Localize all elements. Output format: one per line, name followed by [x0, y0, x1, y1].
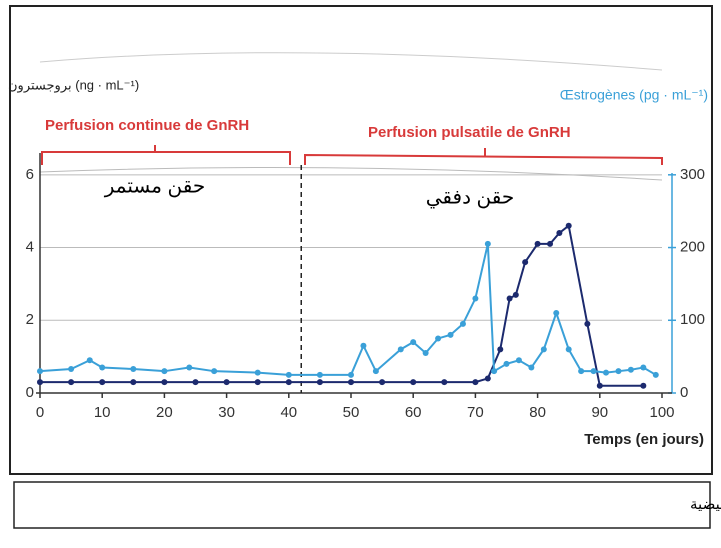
- data-point: [503, 360, 510, 367]
- data-point: [348, 379, 354, 386]
- x-tick-label: 40: [280, 404, 297, 421]
- x-tick-label: 30: [218, 404, 235, 421]
- data-point: [553, 310, 560, 316]
- data-point: [603, 369, 610, 376]
- y2-tick-label: 300: [680, 166, 705, 183]
- data-point: [285, 371, 292, 378]
- data-point: [192, 379, 199, 386]
- y-tick-label: 6: [26, 166, 34, 183]
- data-point: [211, 368, 218, 375]
- y2-tick-label: 200: [680, 239, 705, 256]
- data-point: [627, 366, 634, 373]
- data-point: [130, 379, 137, 386]
- data-point: [484, 240, 491, 247]
- y-tick-label: 4: [26, 239, 34, 256]
- data-point: [459, 320, 466, 327]
- data-point: [99, 379, 106, 386]
- data-point: [348, 371, 354, 378]
- phase-label-ar: حقن دفقي: [426, 186, 515, 208]
- data-point: [590, 368, 597, 375]
- data-point: [596, 382, 603, 389]
- data-point: [254, 379, 261, 386]
- data-point: [640, 364, 647, 371]
- data-point: [186, 364, 193, 371]
- data-point: [435, 335, 442, 342]
- x-tick-label: 0: [36, 404, 44, 421]
- bracket: [304, 148, 663, 165]
- caption-box: [13, 481, 711, 529]
- data-point: [491, 368, 498, 375]
- data-point: [497, 346, 504, 353]
- data-point: [534, 240, 541, 247]
- x-tick-label: 70: [467, 404, 484, 421]
- data-point: [640, 382, 647, 389]
- data-point: [37, 379, 43, 386]
- data-point: [86, 357, 93, 364]
- y2-tick-label: 0: [680, 384, 688, 401]
- y2-tick-label: 100: [680, 311, 705, 328]
- data-point: [615, 368, 622, 375]
- data-point: [556, 230, 563, 236]
- data-point: [161, 379, 168, 386]
- data-point: [506, 295, 513, 302]
- data-point: [223, 379, 230, 386]
- y2-axis-title: Œstrogènes (pg · mL⁻¹): [560, 87, 708, 103]
- data-point: [99, 364, 106, 371]
- data-point: [515, 357, 522, 364]
- data-point: [447, 331, 454, 338]
- data-point: [410, 339, 417, 346]
- x-tick-label: 100: [649, 404, 674, 421]
- data-point: [130, 366, 137, 372]
- x-tick-label: 60: [405, 404, 422, 421]
- data-point: [285, 379, 292, 386]
- y-tick-label: 2: [26, 311, 34, 328]
- data-point: [540, 346, 547, 353]
- data-point: [584, 320, 591, 327]
- x-axis-title: Temps (en jours): [584, 431, 704, 448]
- data-point: [397, 346, 404, 353]
- x-tick-label: 90: [591, 404, 608, 421]
- x-tick-label: 80: [529, 404, 546, 421]
- data-point: [68, 379, 75, 386]
- data-point: [484, 375, 491, 382]
- data-point: [528, 364, 535, 371]
- phase-label: Perfusion continue de GnRH: [45, 117, 249, 134]
- data-point: [360, 342, 367, 349]
- data-point: [512, 291, 519, 298]
- x-tick-label: 10: [94, 404, 111, 421]
- data-point: [565, 222, 572, 229]
- data-point: [161, 368, 168, 375]
- data-point: [410, 379, 417, 386]
- data-point: [472, 295, 479, 302]
- bracket: [41, 145, 291, 165]
- data-point: [422, 350, 429, 356]
- data-point: [522, 259, 529, 266]
- phase-label-ar: حقن مستمر: [104, 175, 205, 197]
- y-axis-title: بروجسترون (ng · mL⁻¹): [8, 77, 139, 93]
- x-tick-label: 50: [343, 404, 360, 421]
- data-point: [316, 371, 323, 378]
- data-point: [37, 368, 43, 375]
- y-tick-label: 0: [26, 384, 34, 401]
- data-point: [68, 366, 75, 372]
- data-point: [379, 379, 386, 386]
- x-tick-label: 20: [156, 404, 173, 421]
- data-point: [565, 346, 572, 353]
- caption: وثيقة 8: تأثير الحقن المستمر والدفقي لهر…: [690, 494, 721, 513]
- data-point: [578, 368, 585, 375]
- chart-frame: [9, 5, 713, 475]
- data-point: [372, 368, 379, 375]
- decor-curve: [39, 52, 663, 71]
- data-point: [441, 379, 448, 386]
- phase-label: Perfusion pulsatile de GnRH: [368, 124, 571, 141]
- data-point: [254, 369, 261, 376]
- data-point: [472, 379, 479, 386]
- data-point: [547, 240, 554, 247]
- data-point: [316, 379, 323, 386]
- data-point: [652, 371, 659, 378]
